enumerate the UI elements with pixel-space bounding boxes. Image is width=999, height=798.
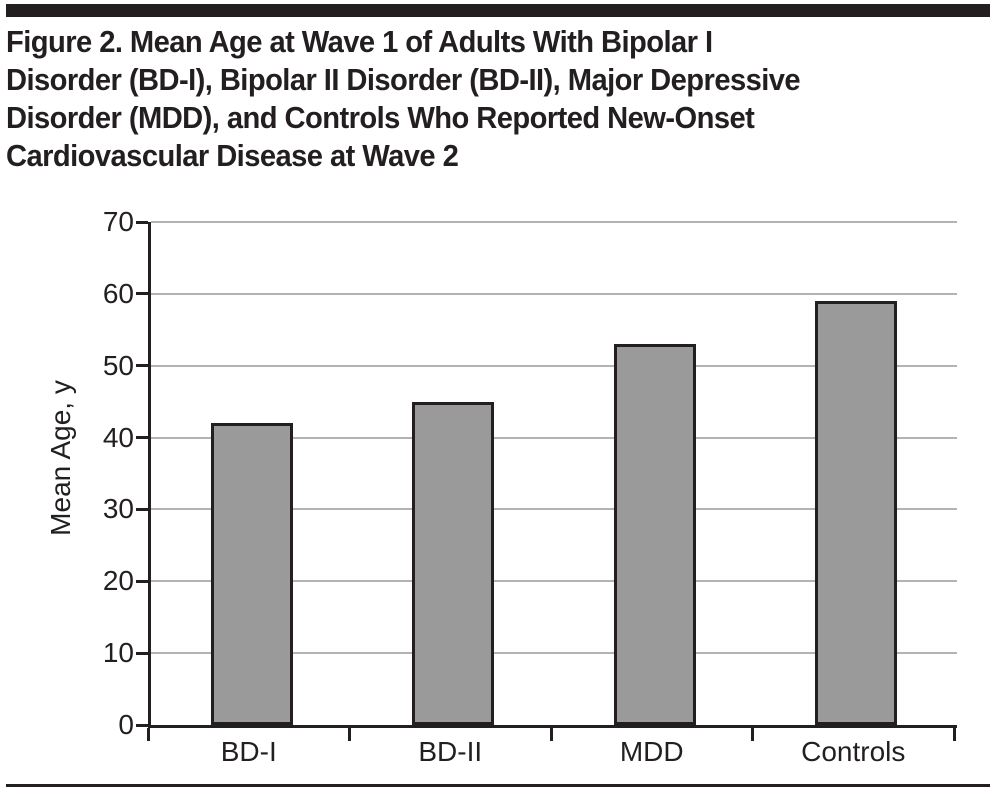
- gridline: [151, 508, 957, 511]
- x-tick-mark: [549, 728, 553, 741]
- bar-slot-bd-ii: [353, 222, 555, 725]
- bar-bd-ii: [412, 401, 495, 725]
- y-tick-mark: [136, 436, 148, 440]
- y-tick-mark: [136, 579, 148, 583]
- y-axis-tick-labels: 0 10 20 30 40 50 60 70: [70, 207, 134, 740]
- x-tick-mark: [952, 728, 956, 741]
- gridline: [151, 292, 957, 295]
- y-tick-label: 50: [102, 349, 134, 381]
- gridline: [151, 652, 957, 655]
- x-category-label: BD-II: [418, 736, 483, 767]
- bar-mdd: [613, 344, 696, 725]
- y-tick-label: 20: [102, 565, 134, 597]
- figure-title-line: Disorder (MDD), and Controls Who Reporte…: [6, 100, 755, 135]
- x-tick-mark: [146, 728, 150, 741]
- bar-slot-bd-i: [151, 222, 353, 725]
- gridline: [151, 580, 957, 583]
- y-tick-label: 0: [118, 709, 134, 740]
- gridline: [151, 364, 957, 367]
- y-tick-label: 40: [102, 421, 134, 453]
- plot-area: [136, 220, 957, 728]
- x-tick-mark: [348, 728, 351, 741]
- x-tick-mark: [751, 728, 754, 741]
- gridline: [151, 436, 957, 439]
- y-tick-label: 30: [102, 493, 134, 525]
- x-axis-tick-marks: [146, 728, 956, 741]
- figure-title: Figure 2. Mean Age at Wave 1 of Adults W…: [6, 23, 937, 175]
- x-category-label: Controls: [801, 736, 906, 767]
- figure-title-line: Cardiovascular Disease at Wave 2: [6, 138, 459, 173]
- bar-slots: [151, 222, 957, 725]
- top-rule: [6, 4, 990, 17]
- bar-controls: [815, 301, 898, 725]
- gridline: [151, 221, 957, 223]
- y-tick-mark: [136, 651, 148, 655]
- y-tick-mark: [136, 507, 148, 511]
- figure-title-line: Disorder (BD-I), Bipolar II Disorder (BD…: [6, 62, 801, 97]
- y-tick-mark: [136, 723, 148, 727]
- x-category-label: MDD: [619, 736, 684, 767]
- bottom-rule: [6, 784, 990, 787]
- bar-slot-controls: [756, 222, 958, 725]
- figure-title-line: Figure 2. Mean Age at Wave 1 of Adults W…: [6, 24, 713, 59]
- y-tick-mark: [136, 220, 148, 224]
- y-tick-mark: [136, 292, 148, 296]
- x-category-label: BD-I: [220, 736, 277, 767]
- bar-bd-i: [210, 423, 293, 725]
- bar-slot-mdd: [554, 222, 756, 725]
- y-tick-label: 70: [102, 206, 134, 237]
- y-tick-label: 60: [102, 277, 134, 309]
- x-axis-category-labels: BD-I BD-II MDD Controls: [148, 736, 954, 768]
- y-tick-mark: [136, 364, 148, 368]
- y-tick-label: 10: [102, 637, 134, 669]
